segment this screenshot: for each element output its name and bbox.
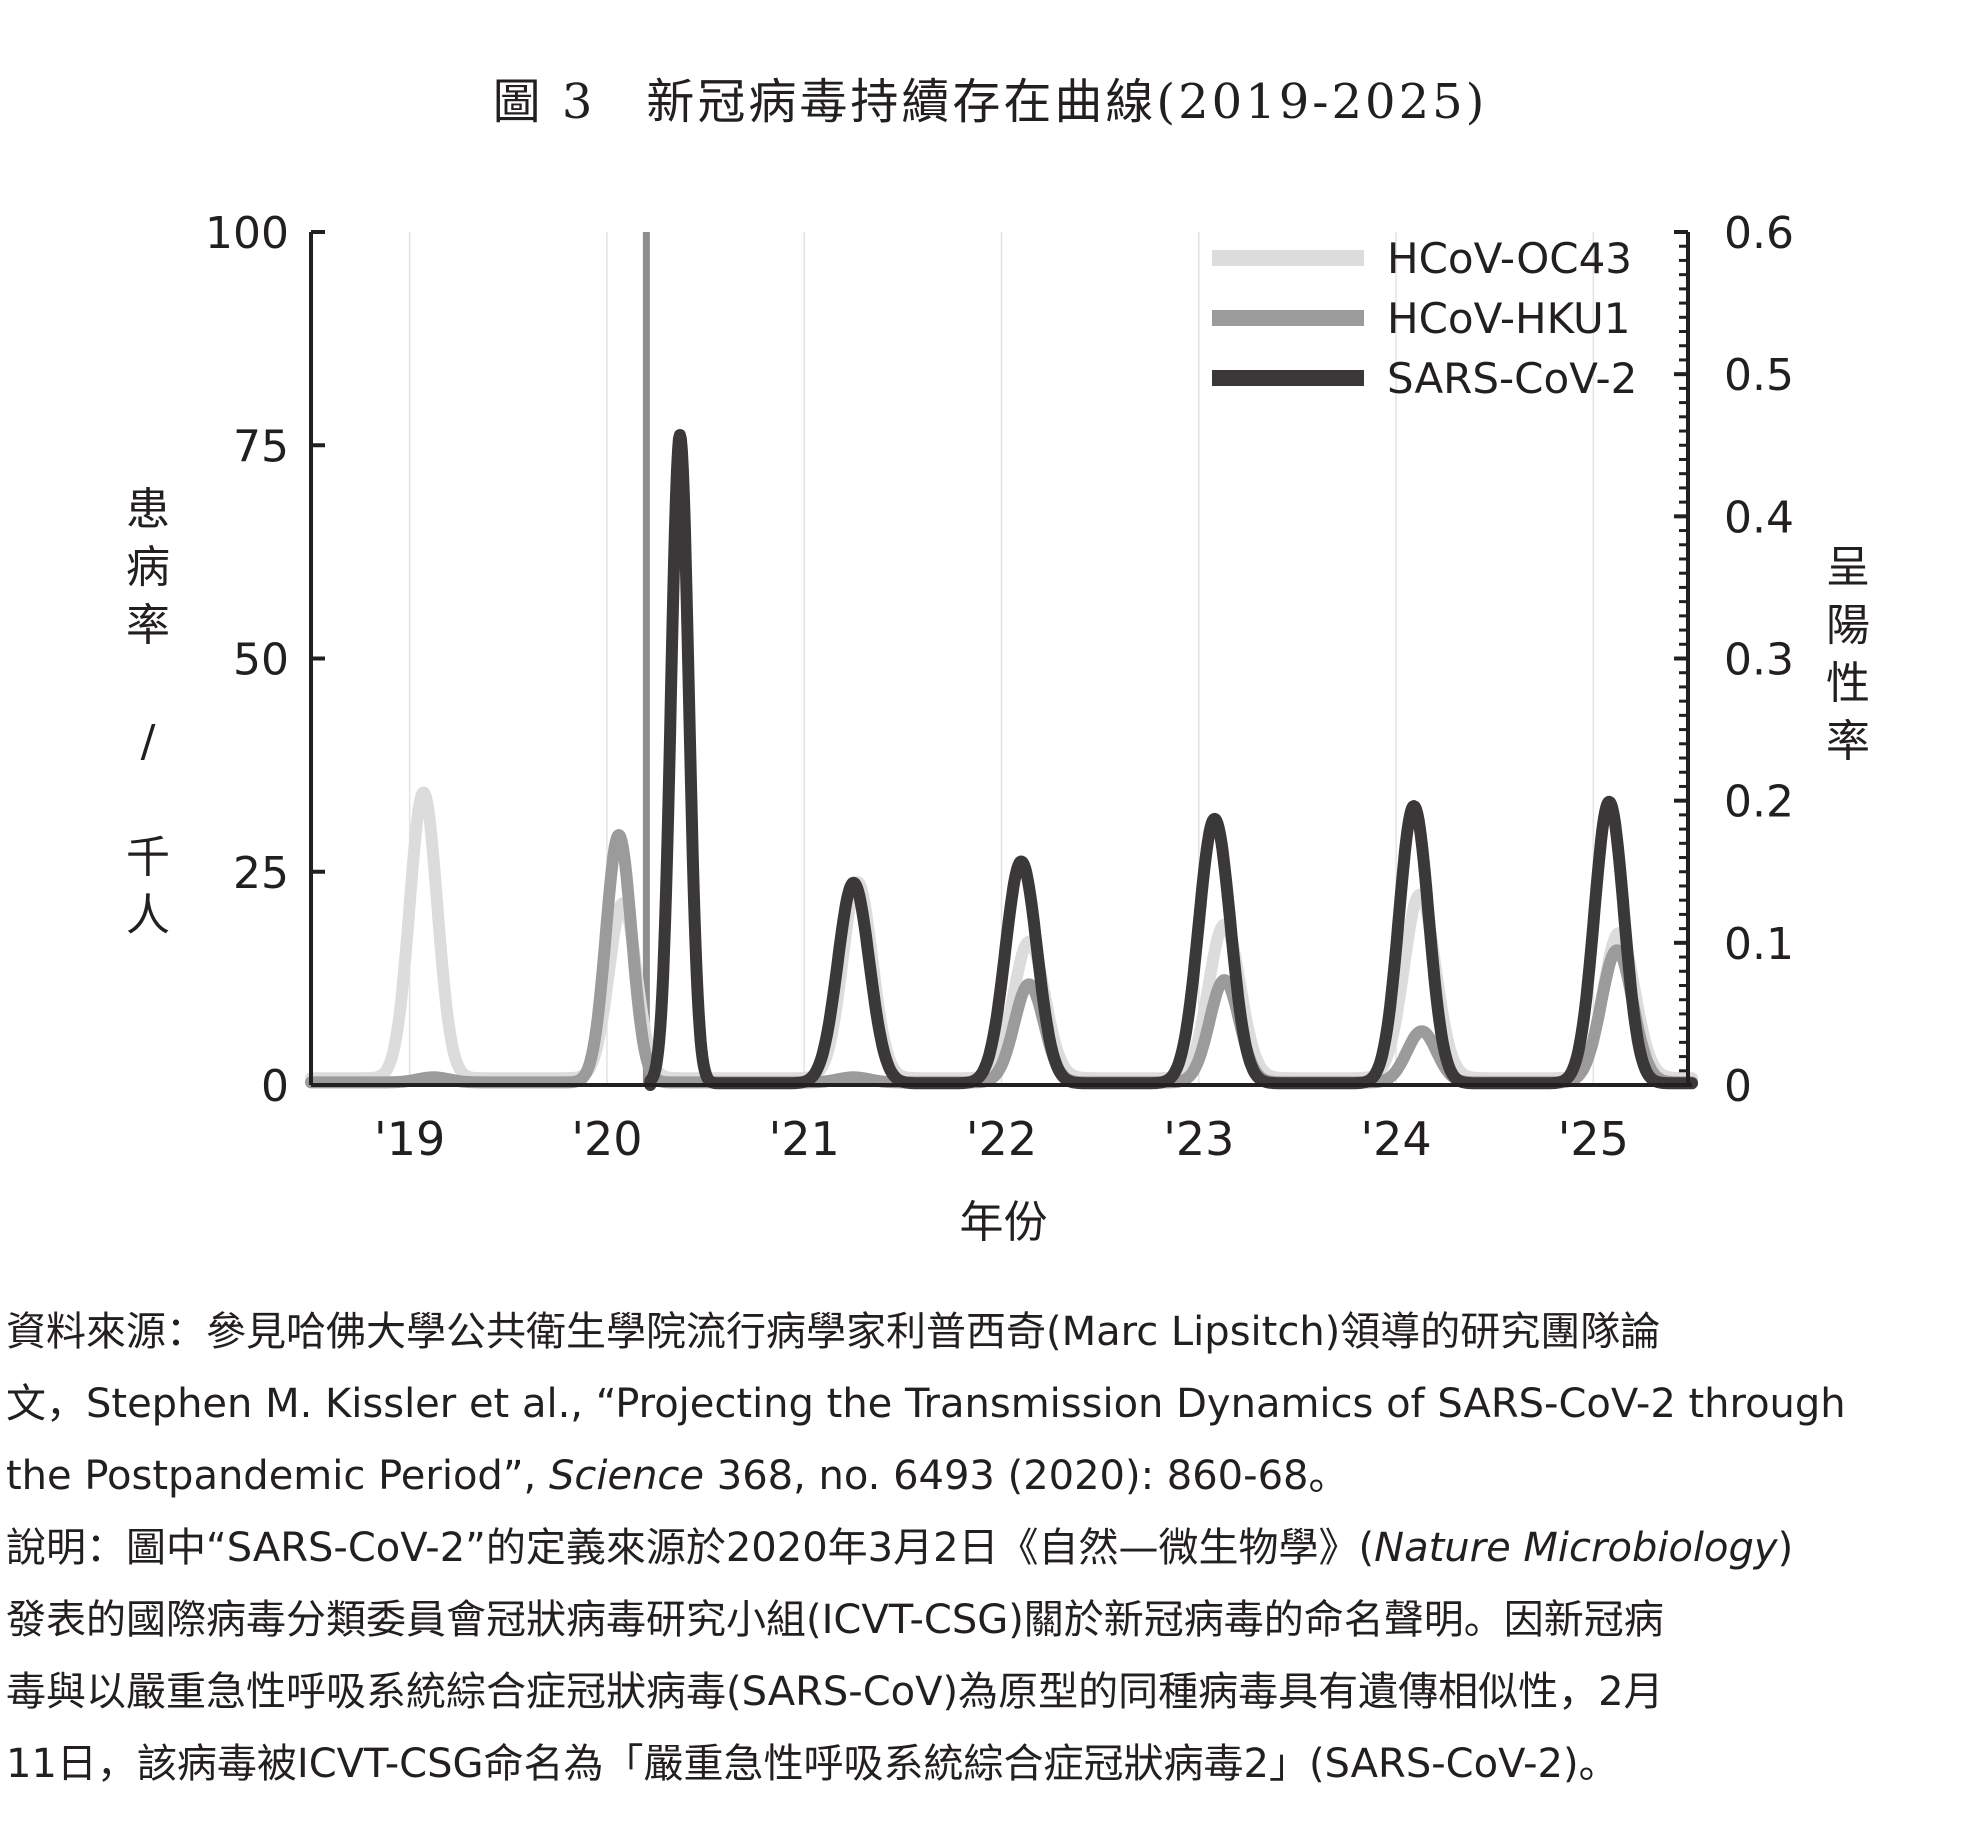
- y-tick-label-right: 0: [1724, 1061, 1752, 1112]
- x-tick-label: '20: [571, 1112, 642, 1166]
- y-tick-label-left: 50: [233, 635, 289, 686]
- caption: 資料來源：參見哈佛大學公共衛生學院流行病學家利普西奇(Marc Lipsitch…: [6, 1296, 1974, 1800]
- x-tick-label: '21: [769, 1112, 840, 1166]
- source-line-3: the Postpandemic Period”, Science 368, n…: [6, 1440, 1974, 1512]
- note-line-1: 說明：圖中“SARS-CoV-2”的定義來源於2020年3月2日《自然—微生物學…: [6, 1512, 1974, 1584]
- x-tick-label: '24: [1360, 1112, 1431, 1166]
- y-tick-label-right: 0.1: [1724, 919, 1794, 970]
- axes: '19 '20 '21 '22 '23 '24 '25 0 25 50 75 100 0 0.1 0.2 0.…: [126, 208, 1870, 1248]
- note-text: 說明：圖中“SARS-CoV-2”的定義來源於2020年3月2日《自然—微生物學…: [6, 1525, 1375, 1571]
- y-tick-label-right: 0.3: [1724, 635, 1794, 686]
- legend-label-hcov-oc43: HCoV-OC43: [1387, 234, 1632, 283]
- note-line-3: 毒與以嚴重急性呼吸系統綜合症冠狀病毒(SARS-CoV)為原型的同種病毒具有遺傳…: [6, 1669, 1664, 1715]
- chart: '19 '20 '21 '22 '23 '24 '25 0 25 50 75 100 0 0.1 0.2 0.…: [126, 208, 1870, 1248]
- source-citation: 368, no. 6493 (2020): 860-68。: [704, 1453, 1349, 1499]
- legend-label-hcov-hku1: HCoV-HKU1: [1387, 294, 1631, 343]
- journal-name: Science: [548, 1453, 705, 1499]
- journal-name-note: Nature Microbiology: [1374, 1525, 1778, 1571]
- x-tick-label: '25: [1558, 1112, 1629, 1166]
- source-text: the Postpandemic Period”,: [6, 1453, 549, 1499]
- y-axis-label-left: 患病率 / 千人: [126, 484, 170, 941]
- legend-label-sars-cov-2: SARS-CoV-2: [1387, 354, 1637, 403]
- note-line-4: 11日，該病毒被ICVT-CSG命名為「嚴重急性呼吸系統綜合症冠狀病毒2」(SA…: [6, 1741, 1619, 1787]
- y-tick-label-right: 0.4: [1724, 492, 1794, 543]
- figure-title: 圖 3 新冠病毒持續存在曲線(2019-2025): [492, 74, 1488, 130]
- y-tick-label-left: 75: [233, 421, 289, 472]
- source-line-1: 資料來源：參見哈佛大學公共衛生學院流行病學家利普西奇(Marc Lipsitch…: [6, 1309, 1661, 1355]
- y-tick-label-right: 0.6: [1724, 208, 1794, 259]
- note-paren: ): [1777, 1525, 1794, 1571]
- x-tick-label: '23: [1163, 1112, 1234, 1166]
- x-axis-label: 年份: [960, 1197, 1048, 1248]
- y-tick-label-right: 0.2: [1724, 777, 1794, 828]
- x-tick-label: '19: [374, 1112, 445, 1166]
- y-tick-label-right: 0.5: [1724, 350, 1794, 401]
- x-tick-label: '22: [966, 1112, 1037, 1166]
- y-tick-label-left: 25: [233, 848, 289, 899]
- y-tick-label-left: 100: [205, 208, 289, 259]
- series-line-sars-cov-2: [644, 429, 1698, 1091]
- y-tick-label-left: 0: [261, 1061, 289, 1112]
- note-line-2: 發表的國際病毒分類委員會冠狀病毒研究小組(ICVT-CSG)關於新冠病毒的命名聲…: [6, 1597, 1664, 1643]
- y-axis-label-right: 呈陽性率: [1826, 542, 1870, 767]
- source-line-2: 文，Stephen M. Kissler et al., “Projecting…: [6, 1381, 1846, 1427]
- legend: HCoV-OC43 HCoV-HKU1 SARS-CoV-2: [1212, 234, 1637, 403]
